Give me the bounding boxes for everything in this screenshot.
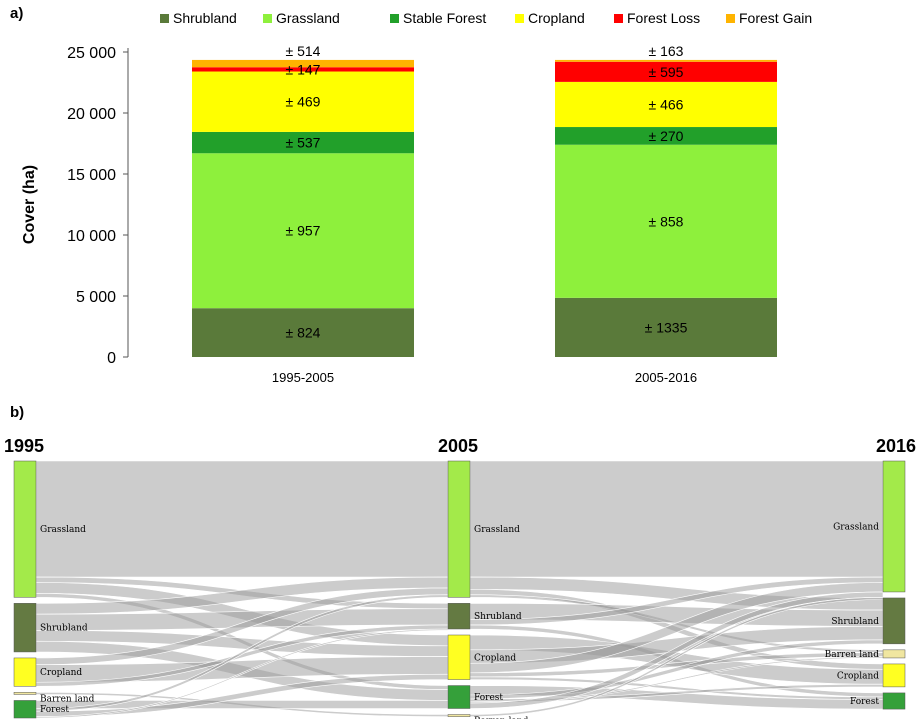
- sankey-flows: [35, 460, 884, 719]
- data-label-forest-loss-2005-2016: ± 595: [649, 64, 684, 80]
- bar-segment-grassland-2005-2016: [555, 144, 777, 298]
- y-tick-label: 20 000: [67, 106, 116, 123]
- node-label-forest-2005: Forest: [474, 693, 503, 703]
- node-label-shrubland-2016: Shrubland: [831, 617, 879, 627]
- panel-a-label: a): [10, 5, 23, 22]
- data-label-stable-forest-1995-2005: ± 537: [286, 135, 321, 151]
- legend-label-grassland: Grassland: [276, 10, 340, 26]
- year-label-2005: 2005: [438, 436, 478, 456]
- year-label-2016: 2016: [876, 436, 916, 456]
- node-barren-land-2016: [882, 649, 906, 659]
- y-tick-label: 25 000: [67, 45, 116, 62]
- flow-forest-to-shrubland: [35, 628, 449, 719]
- node-shrubland-1995: [13, 603, 37, 653]
- node-label-cropland-2005: Cropland: [474, 653, 516, 663]
- data-label-grassland-2005-2016: ± 858: [649, 213, 684, 229]
- legend-label-forest-gain: Forest Gain: [739, 10, 812, 26]
- bar-segment-shrubland-1995-2005: [192, 308, 414, 357]
- data-label-grassland-1995-2005: ± 957: [286, 223, 321, 239]
- data-label-forest-gain-2005-2016: ± 163: [649, 43, 684, 59]
- node-forest-1995: [13, 700, 37, 719]
- node-cropland-2005: [447, 634, 471, 680]
- bar-segment-cropland-1995-2005: [192, 71, 414, 132]
- sankey-diagram: 1995 Grassland Shrubland Cropland Barren lan…: [4, 436, 916, 719]
- legend-label-stable-forest: Stable Forest: [403, 10, 486, 26]
- legend-swatch-shrubland: [160, 14, 169, 23]
- x-category-label: 2005-2016: [635, 370, 697, 385]
- bar-segment-forest-gain-1995-2005: [192, 59, 414, 68]
- data-label-shrubland-2005-2016: ± 1335: [645, 319, 688, 335]
- y-axis-title: Cover (ha): [21, 165, 38, 244]
- legend-swatch-stable-forest: [390, 14, 399, 23]
- node-grassland-2016: [882, 460, 906, 593]
- node-forest-2005: [447, 685, 471, 709]
- bar-segment-forest-gain-2005-2016: [555, 59, 777, 62]
- bar-segment-forest-loss-1995-2005: [192, 67, 414, 72]
- panel-b-label: b): [10, 404, 24, 421]
- node-shrubland-2005: [447, 603, 471, 630]
- bar-segment-stable-forest-1995-2005: [192, 131, 414, 154]
- legend-label-cropland: Cropland: [528, 10, 585, 26]
- node-forest-2016: [882, 692, 906, 710]
- y-tick-label: 5 000: [76, 289, 116, 306]
- data-label-forest-loss-1995-2005: ± 147: [286, 61, 321, 77]
- data-label-stable-forest-2005-2016: ± 270: [649, 128, 684, 144]
- legend: Shrubland Grassland Stable Forest Cropland F…: [160, 10, 812, 26]
- node-label-barren-land-2016: Barren land: [825, 650, 880, 660]
- legend-swatch-forest-loss: [614, 14, 623, 23]
- node-label-cropland-2016: Cropland: [837, 671, 879, 681]
- legend-label-forest-loss: Forest Loss: [627, 10, 700, 26]
- y-tick-label: 15 000: [67, 167, 116, 184]
- node-shrubland-2016: [882, 597, 906, 645]
- bar-segment-shrubland-2005-2016: [555, 297, 777, 357]
- flow-grassland-to-grassland: [35, 460, 449, 578]
- legend-swatch-cropland: [515, 14, 524, 23]
- year-label-1995: 1995: [4, 436, 44, 456]
- node-label-grassland-2016: Grassland: [833, 522, 879, 532]
- y-tick-label: 0: [107, 350, 116, 367]
- node-label-barren-land-1995: Barren land: [40, 694, 95, 704]
- node-label-grassland-1995: Grassland: [40, 525, 86, 535]
- node-label-barren-land-2005: Barren land: [474, 717, 529, 719]
- flow-grassland-to-grassland: [469, 460, 884, 578]
- x-category-label: 1995-2005: [272, 370, 334, 385]
- node-cropland-1995: [13, 657, 37, 687]
- node-cropland-2016: [882, 663, 906, 688]
- data-label-shrubland-1995-2005: ± 824: [286, 325, 321, 341]
- legend-swatch-grassland: [263, 14, 272, 23]
- data-label-cropland-1995-2005: ± 469: [286, 94, 321, 110]
- legend-label-shrubland: Shrubland: [173, 10, 237, 26]
- node-grassland-2005: [447, 460, 471, 598]
- stacked-bar-chart: 0 5 000 10 000 15 000 20 000 25 000 Cover (ha)…: [21, 43, 777, 385]
- node-grassland-1995: [13, 460, 37, 598]
- node-label-cropland-1995: Cropland: [40, 668, 82, 678]
- data-label-cropland-2005-2016: ± 466: [649, 96, 684, 112]
- node-barren-land-2005: [447, 714, 471, 717]
- bar-segment-cropland-2005-2016: [555, 81, 777, 128]
- node-label-forest-2016: Forest: [850, 697, 879, 707]
- bar-segment-stable-forest-2005-2016: [555, 127, 777, 145]
- data-label-forest-gain-1995-2005: ± 514: [286, 43, 321, 59]
- node-label-shrubland-2005: Shrubland: [474, 612, 522, 622]
- bar-segment-forest-loss-2005-2016: [555, 61, 777, 82]
- bar-segment-grassland-1995-2005: [192, 153, 414, 309]
- node-label-grassland-2005: Grassland: [474, 525, 520, 535]
- legend-swatch-forest-gain: [726, 14, 735, 23]
- node-label-forest-1995: Forest: [40, 705, 69, 715]
- y-tick-label: 10 000: [67, 228, 116, 245]
- node-label-shrubland-1995: Shrubland: [40, 624, 88, 634]
- node-barren-land-1995: [13, 692, 37, 695]
